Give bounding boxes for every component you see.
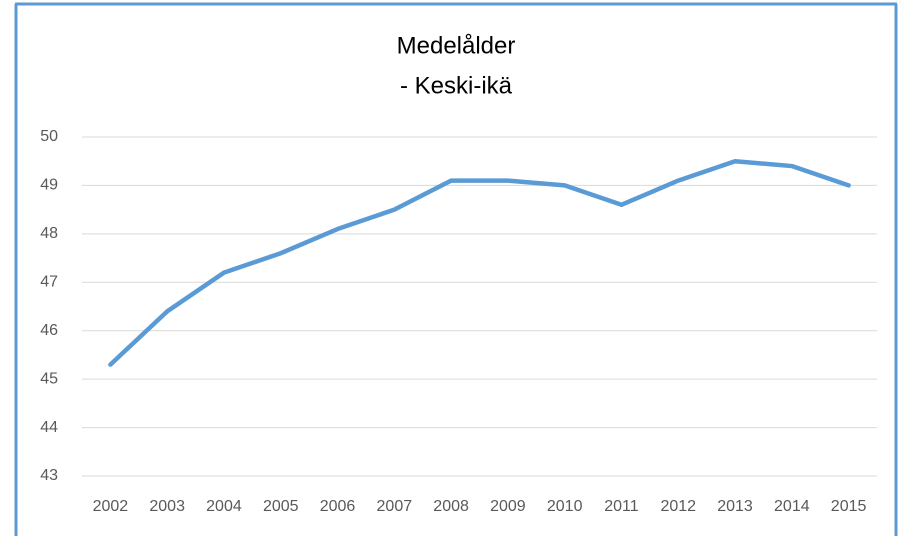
x-tick-label: 2006 xyxy=(320,498,356,515)
x-tick-label: 2004 xyxy=(206,498,242,515)
x-tick-label: 2013 xyxy=(717,498,753,515)
y-tick-label: 43 xyxy=(40,467,58,484)
y-tick-label: 49 xyxy=(40,177,58,194)
x-tick-label: 2007 xyxy=(377,498,413,515)
y-tick-label: 47 xyxy=(40,274,58,291)
x-tick-label: 2014 xyxy=(774,498,810,515)
x-tick-label: 2009 xyxy=(490,498,526,515)
y-tick-label: 44 xyxy=(40,419,58,436)
x-tick-label: 2002 xyxy=(93,498,129,515)
y-tick-label: 50 xyxy=(40,128,58,145)
y-tick-label: 48 xyxy=(40,225,58,242)
data-line xyxy=(108,158,851,367)
x-tick-label: 2005 xyxy=(263,498,299,515)
x-tick-label: 2011 xyxy=(604,498,639,515)
x-tick-label: 2008 xyxy=(433,498,469,515)
y-tick-label: 45 xyxy=(40,370,58,387)
y-tick-label: 46 xyxy=(40,322,58,339)
x-tick-label: 2010 xyxy=(547,498,583,515)
chart-title: Medelålder xyxy=(397,32,516,59)
x-tick-label: 2012 xyxy=(660,498,696,515)
chart-subtitle: - Keski-ikä xyxy=(400,72,513,99)
x-tick-label: 2015 xyxy=(831,498,867,515)
x-tick-label: 2003 xyxy=(149,498,185,515)
